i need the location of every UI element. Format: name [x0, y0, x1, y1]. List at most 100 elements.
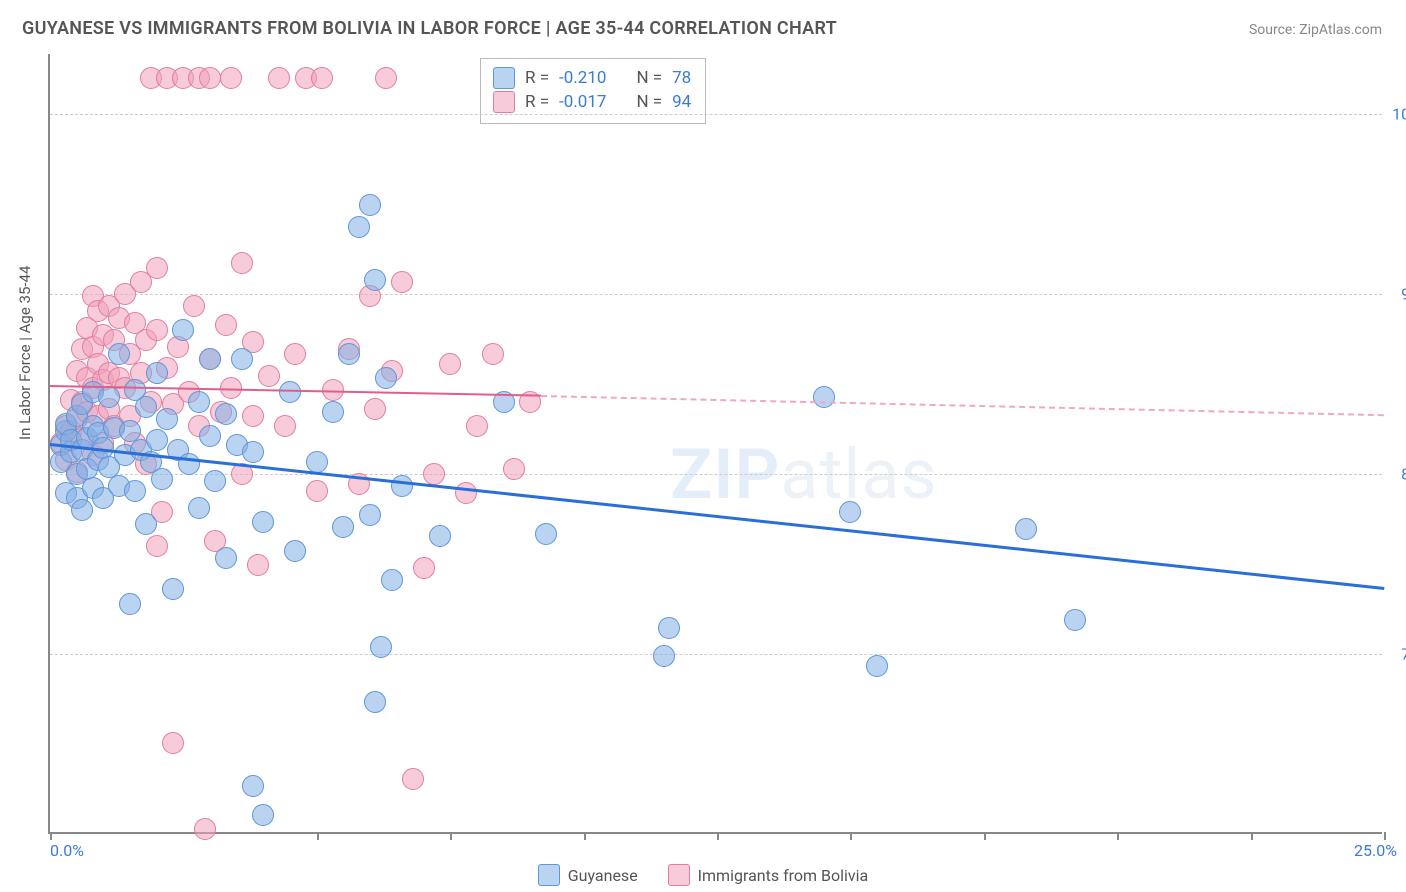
scatter-point — [98, 386, 120, 408]
scatter-point — [653, 645, 675, 667]
scatter-point — [466, 415, 488, 437]
scatter-point — [391, 271, 413, 293]
y-tick-label: 100.0% — [1392, 105, 1406, 124]
scatter-point — [381, 569, 403, 591]
scatter-point — [156, 408, 178, 430]
scatter-point — [375, 367, 397, 389]
legend-n-value: 78 — [672, 68, 691, 88]
scatter-point — [162, 732, 184, 754]
scatter-point — [429, 525, 451, 547]
scatter-point — [151, 468, 173, 490]
y-axis-label: In Labor Force | Age 35-44 — [16, 266, 34, 440]
scatter-point — [215, 314, 237, 336]
x-tick-mark — [450, 832, 452, 840]
scatter-point — [135, 513, 157, 535]
scatter-point — [108, 343, 130, 365]
legend-swatch-blue — [538, 864, 560, 886]
scatter-point — [359, 194, 381, 216]
scatter-point — [220, 67, 242, 89]
scatter-point — [183, 295, 205, 317]
scatter-point — [135, 396, 157, 418]
scatter-point — [268, 67, 290, 89]
scatter-point — [199, 67, 221, 89]
trend-line — [541, 395, 1384, 416]
scatter-point — [146, 319, 168, 341]
scatter-point — [215, 547, 237, 569]
scatter-point — [839, 501, 861, 523]
scatter-point — [364, 269, 386, 291]
legend-swatch-blue — [493, 67, 515, 89]
gridline — [50, 294, 1382, 295]
scatter-point — [359, 504, 381, 526]
scatter-point — [204, 470, 226, 492]
scatter-point — [306, 451, 328, 473]
gridline — [50, 114, 1382, 115]
scatter-point — [322, 401, 344, 423]
x-tick-mark — [1117, 832, 1119, 840]
scatter-point — [188, 391, 210, 413]
scatter-point — [146, 429, 168, 451]
scatter-point — [231, 252, 253, 274]
scatter-point — [242, 441, 264, 463]
legend-swatch-pink — [668, 864, 690, 886]
series-legend: Guyanese Immigrants from Bolivia — [0, 864, 1406, 886]
legend-r-value: -0.017 — [559, 92, 606, 112]
legend-r-label: R = — [525, 68, 549, 88]
scatter-point — [866, 655, 888, 677]
scatter-point — [364, 398, 386, 420]
scatter-point — [503, 458, 525, 480]
legend-r-value: -0.210 — [559, 68, 606, 88]
scatter-point — [231, 348, 253, 370]
scatter-point — [71, 499, 93, 521]
scatter-point — [252, 804, 274, 826]
scatter-point — [338, 343, 360, 365]
scatter-point — [162, 578, 184, 600]
scatter-point — [375, 67, 397, 89]
scatter-point — [258, 365, 280, 387]
y-tick-label: 85.0% — [1401, 465, 1406, 484]
scatter-point — [455, 482, 477, 504]
watermark-text: ZIP — [670, 434, 780, 516]
scatter-point — [274, 415, 296, 437]
scatter-point — [242, 775, 264, 797]
scatter-point — [364, 691, 386, 713]
x-tick-label: 25.0% — [1354, 841, 1397, 860]
scatter-point — [402, 768, 424, 790]
legend-item-guyanese: Guyanese — [538, 864, 638, 886]
scatter-point — [215, 403, 237, 425]
legend-row-guyanese: R = -0.210 N = 78 — [493, 67, 691, 89]
legend-swatch-pink — [493, 91, 515, 113]
legend-n-label: N = — [636, 68, 662, 88]
legend-label: Immigrants from Bolivia — [698, 866, 869, 885]
legend-n-value: 94 — [672, 92, 691, 112]
legend-label: Guyanese — [568, 866, 638, 885]
scatter-point — [439, 353, 461, 375]
y-tick-label: 77.5% — [1401, 645, 1406, 664]
scatter-point — [284, 540, 306, 562]
legend-item-bolivia: Immigrants from Bolivia — [668, 864, 869, 886]
chart-title: GUYANESE VS IMMIGRANTS FROM BOLIVIA IN L… — [22, 18, 837, 39]
x-tick-mark — [50, 832, 52, 840]
y-tick-label: 92.5% — [1401, 285, 1406, 304]
x-tick-mark — [584, 832, 586, 840]
scatter-point — [146, 535, 168, 557]
scatter-point — [146, 362, 168, 384]
scatter-point — [306, 480, 328, 502]
scatter-point — [247, 554, 269, 576]
scatter-point — [146, 257, 168, 279]
scatter-point — [423, 463, 445, 485]
scatter-plot-area: ZIPatlas R = -0.210 N = 78 R = -0.017 N … — [48, 54, 1382, 834]
scatter-point — [813, 386, 835, 408]
scatter-point — [332, 516, 354, 538]
legend-r-label: R = — [525, 92, 549, 112]
chart-source: Source: ZipAtlas.com — [1249, 22, 1382, 38]
legend-row-bolivia: R = -0.017 N = 94 — [493, 91, 691, 113]
gridline — [50, 654, 1382, 655]
scatter-point — [199, 348, 221, 370]
scatter-point — [242, 405, 264, 427]
scatter-point — [348, 216, 370, 238]
watermark: ZIPatlas — [670, 434, 938, 516]
scatter-point — [535, 523, 557, 545]
scatter-point — [172, 319, 194, 341]
scatter-point — [284, 343, 306, 365]
